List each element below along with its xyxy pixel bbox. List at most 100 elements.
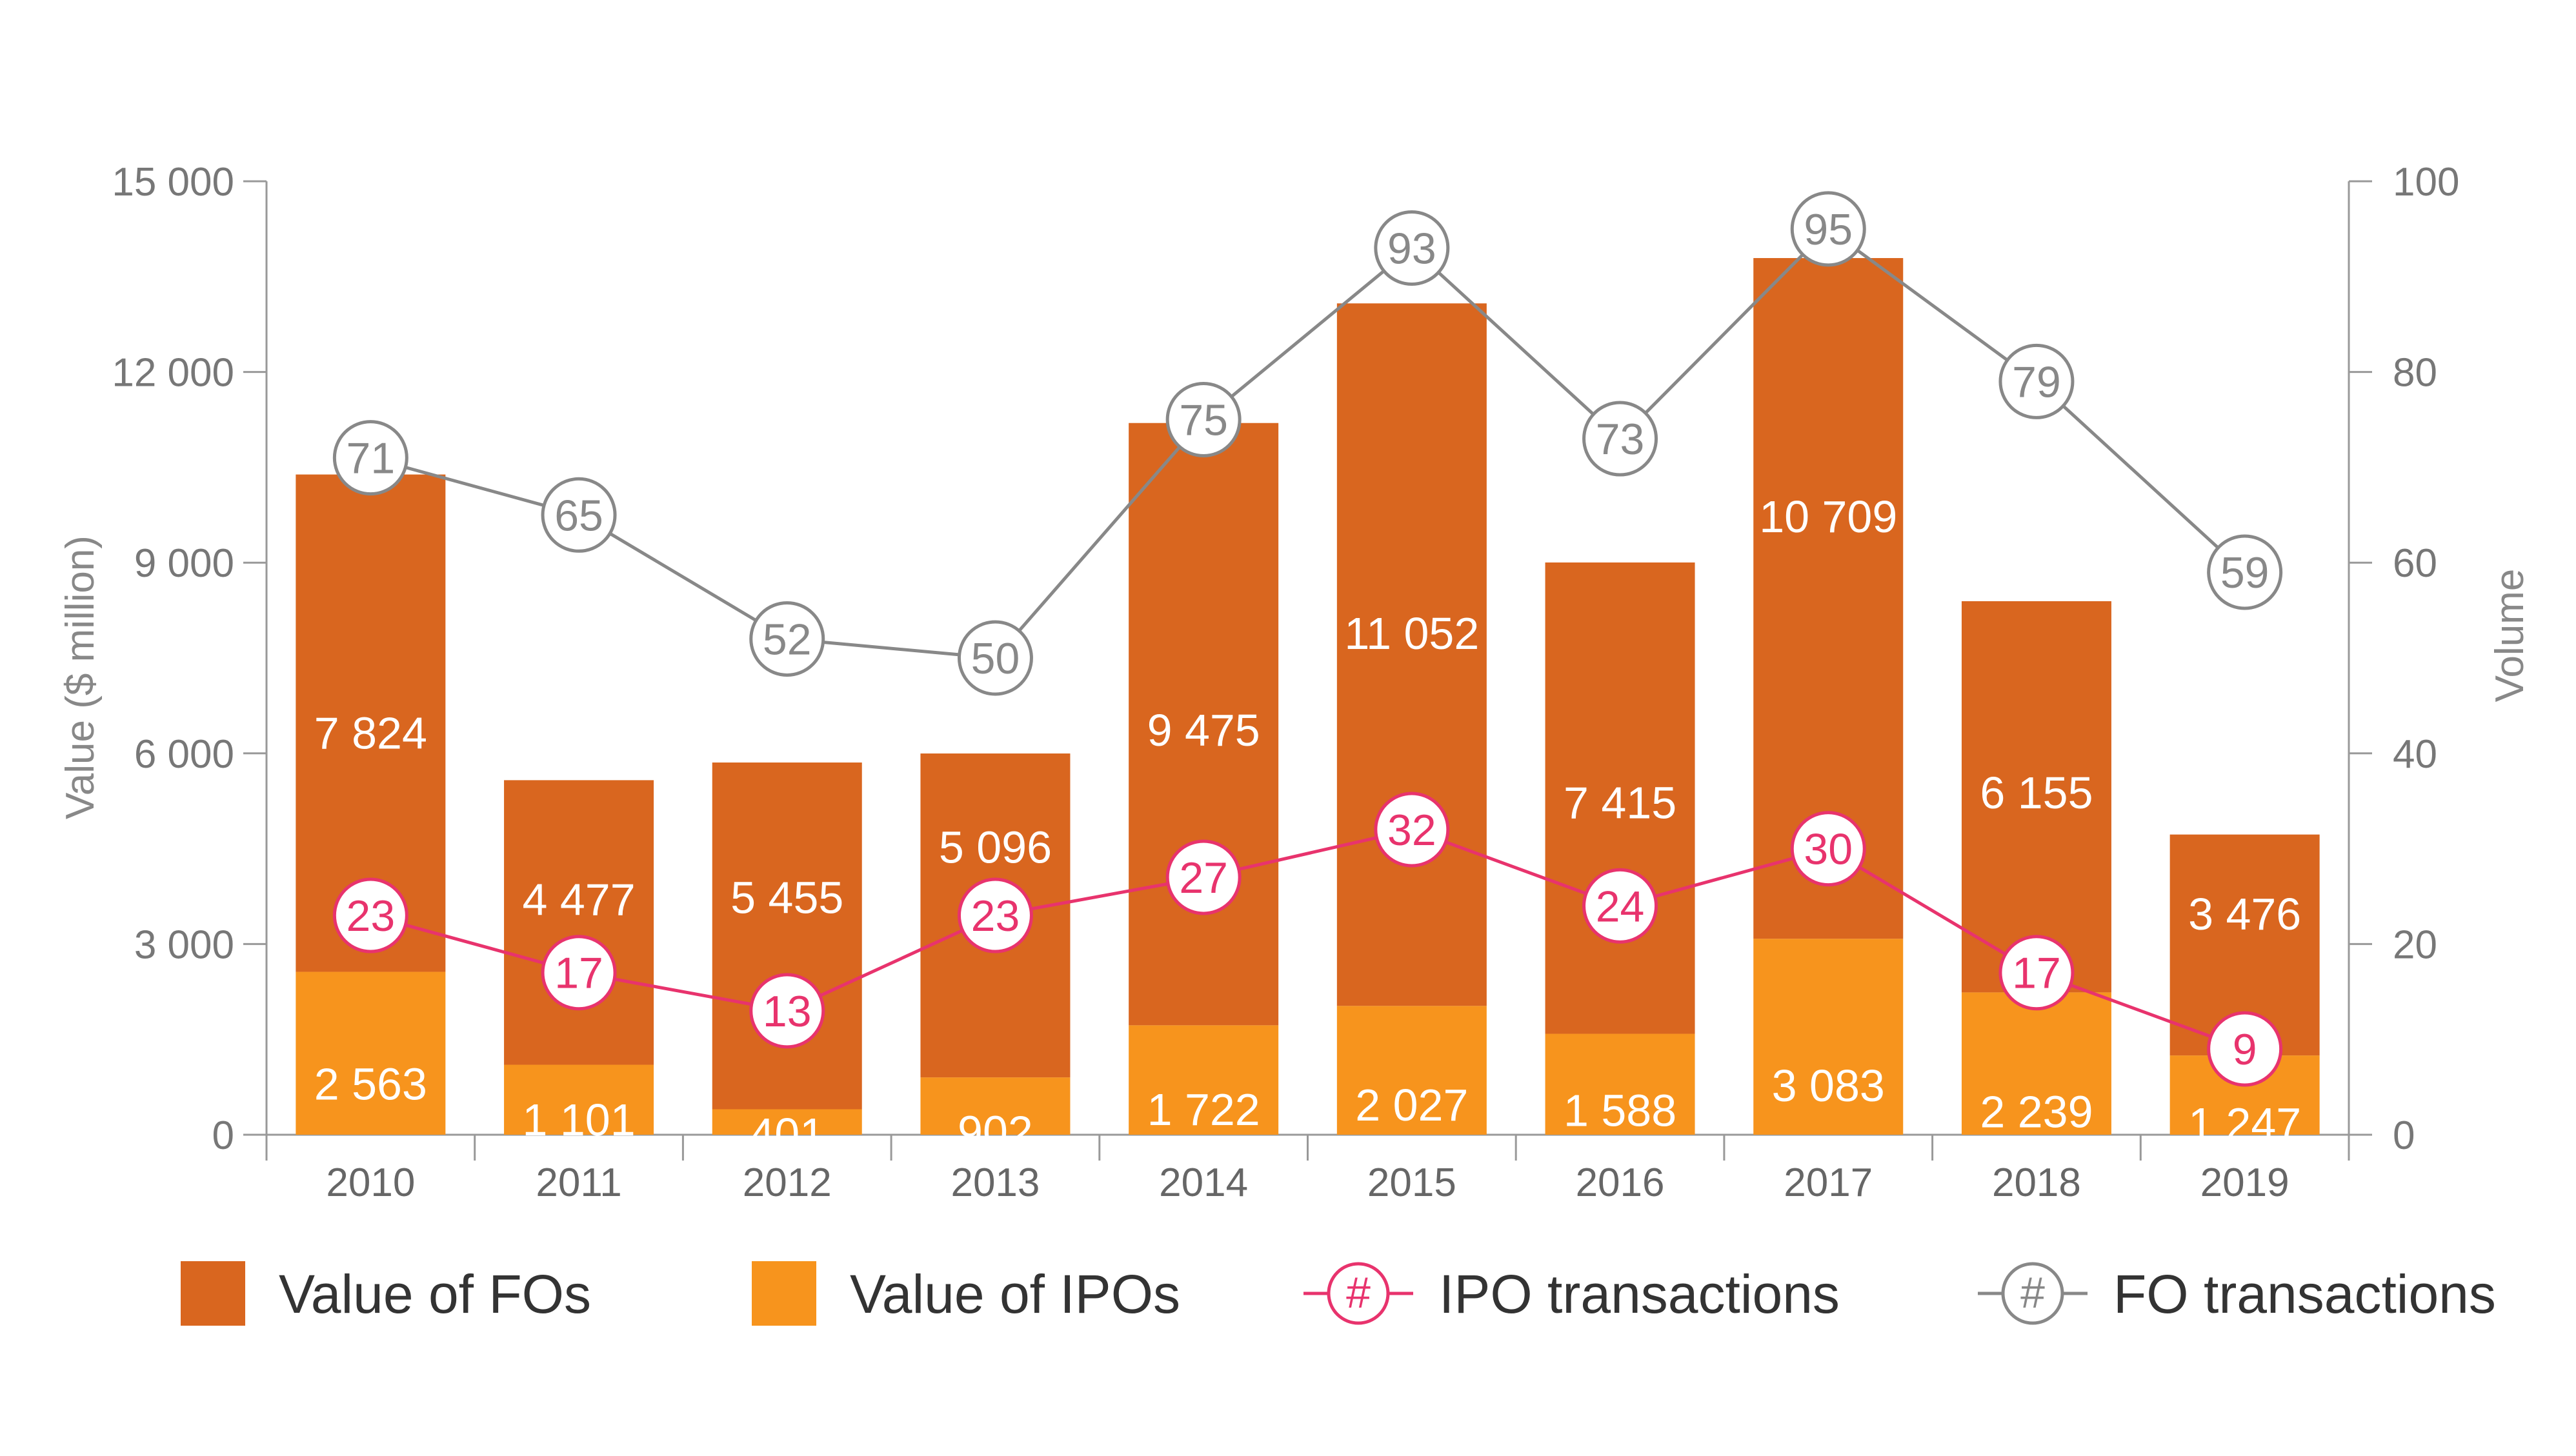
left-tick-label: 6 000 — [134, 732, 234, 777]
legend-label-ipo-transactions: IPO transactions — [1439, 1264, 1840, 1324]
bar-value-of-ipos-2016 — [1545, 1033, 1695, 1135]
left-y-axis: 0 3 000 6 000 9 000 12 000 15 000 Value ($ mil… — [58, 160, 268, 1161]
left-tick-label: 3 000 — [134, 922, 234, 967]
marker-value-label: 30 — [1804, 825, 1853, 874]
marker-fo-transactions — [332, 420, 408, 496]
marker-value-label: 65 — [554, 491, 603, 540]
bar-value-of-fos-2014 — [1129, 423, 1279, 1026]
bar-value-of-fos-2018 — [1961, 601, 2111, 993]
left-tick-label: 9 000 — [134, 541, 234, 586]
bar-data-label: 3 083 — [1772, 1061, 1885, 1111]
legend: Value of FOs Value of IPOs # IPO transactio… — [181, 1261, 2496, 1326]
marker-value-label: 75 — [1179, 396, 1228, 445]
legend-marker-symbol: # — [2020, 1268, 2045, 1317]
marker-ipo-transactions — [332, 877, 408, 953]
legend-label-value-of-ipos: Value of IPOs — [850, 1264, 1180, 1324]
marker-fo-transactions — [1998, 343, 2075, 419]
bar-data-label: 7 824 — [314, 708, 427, 758]
right-tick-label: 40 — [2393, 732, 2437, 777]
marker-fo-transactions — [957, 620, 1033, 696]
bar-value-of-ipos-2012 — [712, 1109, 862, 1135]
lines: 23 17 13 23 27 32 24 30 17 9 71 65 52 50 75 93 73 95 79 59 — [332, 191, 2283, 1087]
bar-data-label: 1 101 — [522, 1095, 635, 1145]
right-tick-label: 0 — [2393, 1113, 2415, 1158]
marker-fo-transactions — [541, 477, 617, 553]
marker-fo-transactions — [1790, 191, 1866, 267]
marker-value-label: 9 — [2233, 1025, 2257, 1074]
line-fo-transactions — [370, 226, 2246, 660]
marker-value-label: 93 — [1387, 224, 1436, 273]
marker-fo-transactions — [1374, 210, 1450, 286]
marker-fo-transactions — [2207, 534, 2283, 610]
marker-value-label: 27 — [1179, 853, 1228, 903]
bar-data-label: 401 — [749, 1109, 825, 1159]
bar-value-of-ipos-2010 — [296, 972, 446, 1135]
x-tick-label: 2017 — [1784, 1161, 1873, 1205]
marker-ipo-transactions — [541, 935, 617, 1011]
legend-marker-symbol: # — [1346, 1268, 1371, 1317]
x-tick-label: 2019 — [2200, 1161, 2289, 1205]
right-tick-label: 100 — [2393, 160, 2459, 204]
marker-value-label: 59 — [2220, 548, 2269, 597]
bar-data-label: 2 563 — [314, 1059, 427, 1110]
marker-value-label: 73 — [1596, 415, 1645, 464]
bar-value-of-ipos-2017 — [1753, 939, 1904, 1135]
bar-value-of-ipos-2011 — [504, 1064, 654, 1135]
marker-ipo-transactions — [957, 877, 1033, 953]
marker-ipo-transactions — [1582, 868, 1658, 944]
marker-fo-transactions — [749, 601, 825, 677]
right-tick-label: 80 — [2393, 351, 2437, 395]
marker-value-label: 24 — [1596, 882, 1645, 931]
marker-value-label: 52 — [763, 615, 812, 664]
legend-swatch-value-of-ipos — [752, 1261, 816, 1326]
marker-ipo-transactions — [1998, 935, 2075, 1011]
right-tick-label: 20 — [2393, 922, 2437, 967]
marker-value-label: 17 — [2012, 949, 2061, 998]
marker-value-label: 95 — [1804, 205, 1853, 254]
bar-data-label: 2 027 — [1355, 1080, 1468, 1130]
bar-value-of-ipos-2018 — [1961, 992, 2111, 1135]
x-tick-label: 2010 — [326, 1161, 415, 1205]
right-tick-label: 60 — [2393, 541, 2437, 586]
x-tick-label: 2015 — [1367, 1161, 1456, 1205]
bar-data-label: 2 239 — [1980, 1087, 2093, 1137]
marker-ipo-transactions — [1374, 792, 1450, 868]
legend-label-value-of-fos: Value of FOs — [279, 1264, 591, 1324]
bar-data-label: 1 247 — [2188, 1099, 2301, 1149]
marker-value-label: 71 — [347, 434, 396, 483]
x-axis: 2010 2011 2012 2013 2014 2015 2016 2017 2018 2019 — [265, 1133, 2350, 1205]
bar-data-label: 6 155 — [1980, 768, 2093, 818]
bar-value-of-ipos-2013 — [920, 1077, 1071, 1135]
marker-ipo-transactions — [2207, 1011, 2283, 1087]
marker-value-label: 79 — [2012, 357, 2061, 406]
bar-value-of-fos-2016 — [1545, 562, 1695, 1034]
right-y-axis: 0 20 40 60 80 100 Volume — [2348, 160, 2532, 1161]
bar-value-of-ipos-2014 — [1129, 1025, 1279, 1135]
marker-ipo-transactions — [1165, 839, 1242, 915]
bar-value-of-fos-2015 — [1336, 303, 1487, 1006]
marker-value-label: 17 — [554, 949, 603, 998]
x-tick-label: 2012 — [743, 1161, 832, 1205]
bar-data-label: 4 477 — [522, 875, 635, 925]
bar-value-of-ipos-2015 — [1336, 1006, 1487, 1135]
x-tick-label: 2014 — [1159, 1161, 1248, 1205]
marker-ipo-transactions — [749, 973, 825, 1049]
bars: 2 563 7 824 1 101 4 477 401 5 455 902 5 096 1 72… — [296, 258, 2320, 1159]
marker-fo-transactions — [1582, 401, 1658, 477]
bar-data-label: 11 052 — [1344, 608, 1479, 659]
line-ipo-transactions — [370, 828, 2246, 1051]
marker-fo-transactions — [1165, 382, 1242, 457]
legend-marker-fo-transactions — [2001, 1262, 2064, 1325]
bar-data-label: 902 — [958, 1107, 1033, 1157]
bar-value-of-fos-2011 — [504, 780, 654, 1065]
bar-data-label: 10 709 — [1759, 492, 1897, 542]
bar-data-label: 1 588 — [1564, 1085, 1676, 1135]
x-tick-label: 2011 — [536, 1161, 621, 1205]
legend-label-fo-transactions: FO transactions — [2113, 1264, 2496, 1324]
marker-value-label: 23 — [347, 892, 396, 941]
x-tick-label: 2016 — [1576, 1161, 1665, 1205]
x-tick-label: 2018 — [1992, 1161, 2081, 1205]
bar-data-label: 5 096 — [939, 823, 1052, 873]
left-tick-label: 15 000 — [112, 160, 234, 204]
